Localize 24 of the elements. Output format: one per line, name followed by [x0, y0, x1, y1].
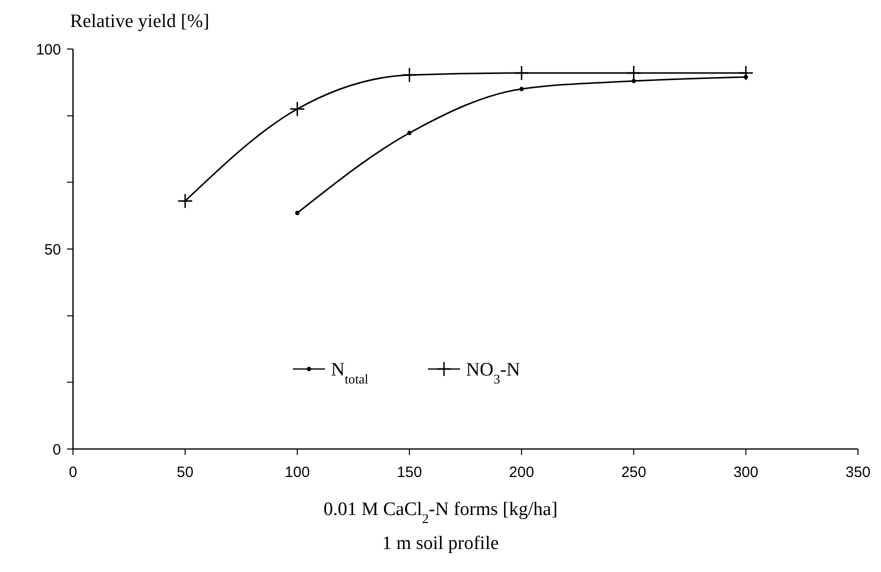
point: [290, 101, 305, 117]
legend-label: N$_{total}$: [331, 360, 369, 386]
point: [295, 210, 300, 216]
y-tick-label: 100: [36, 41, 61, 58]
point: [402, 67, 418, 83]
x-tick-label: 0: [68, 464, 78, 481]
point: [626, 65, 642, 81]
x-tick-label: 150: [396, 464, 422, 481]
x-axis-title: 0.01 M CaCl$_{2}$-N forms [kg/ha]: [323, 499, 558, 526]
x-tick-label: 300: [733, 464, 758, 481]
point: [519, 86, 524, 92]
point: [407, 130, 412, 136]
text: 1 m soil profile: [382, 533, 499, 554]
y-axis-title: Relative yield [%]: [70, 11, 210, 32]
x-tick-label: 100: [284, 464, 310, 481]
x-tick-label: 250: [621, 464, 646, 481]
x-tick-label: 350: [845, 464, 871, 481]
point: [177, 193, 193, 209]
point: [514, 65, 530, 81]
y-tick-label: 0: [52, 441, 61, 458]
legend-label: NO$_{3}$-N: [466, 360, 520, 386]
y-tick-label: 50: [44, 241, 61, 258]
x-tick-label: 200: [509, 464, 534, 481]
x-tick-label: 50: [176, 464, 194, 481]
